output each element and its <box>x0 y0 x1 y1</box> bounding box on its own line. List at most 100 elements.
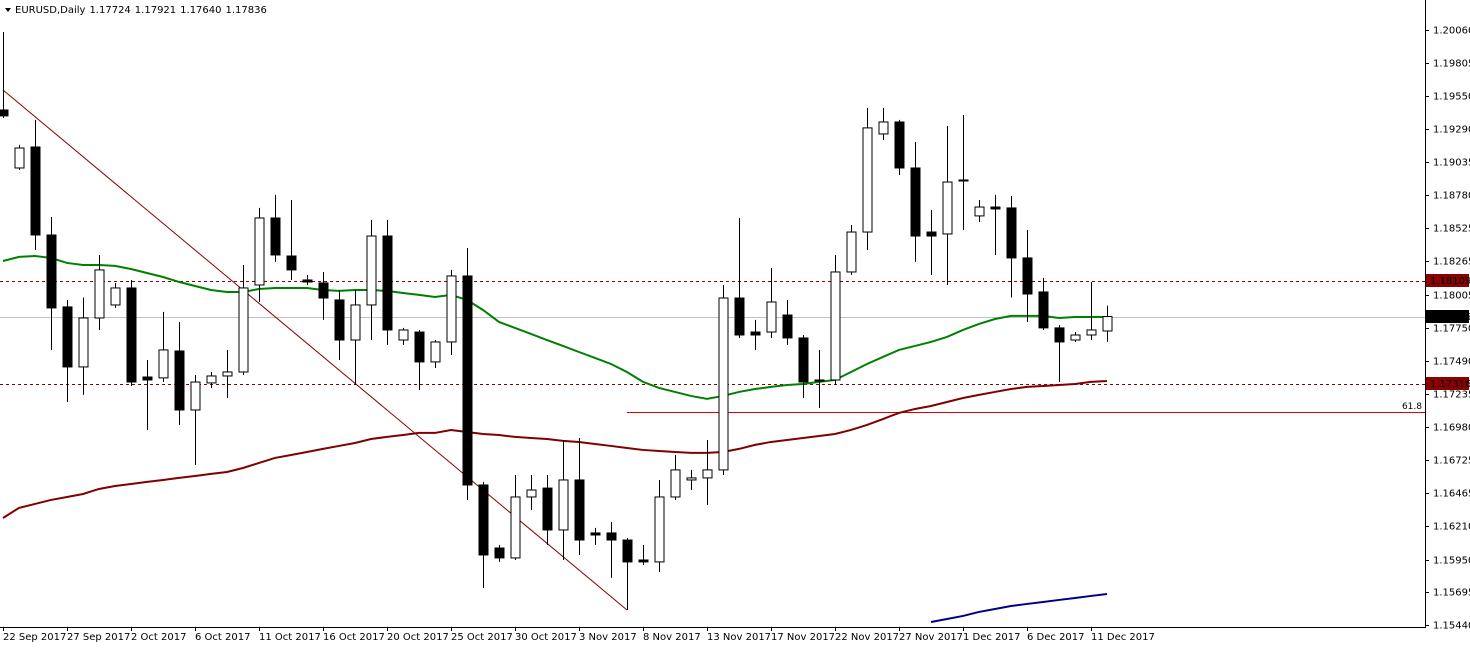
candle-body <box>718 297 729 471</box>
candle-body <box>414 331 425 363</box>
candle-body <box>830 271 841 381</box>
candle-body <box>494 547 505 559</box>
x-tick-label: 6 Dec 2017 <box>1027 632 1085 643</box>
candle-body <box>798 337 809 383</box>
y-tick-label: 1.18265 <box>1433 257 1470 268</box>
y-tick-label: 1.16725 <box>1433 456 1470 467</box>
y-tick-label: 1.16980 <box>1433 423 1470 434</box>
candle-body <box>782 314 793 339</box>
menu-arrow <box>5 8 11 12</box>
header-text: 1.17836 <box>226 5 267 16</box>
candle-body <box>606 532 617 541</box>
x-tick-label: 27 Nov 2017 <box>899 632 963 643</box>
price-badge <box>1426 310 1469 323</box>
candle-body <box>750 331 761 336</box>
candle-body <box>942 181 953 235</box>
y-tick-label: 1.18525 <box>1433 224 1470 235</box>
header-text: EURUSD,Daily <box>15 5 86 16</box>
candle-body <box>574 479 585 541</box>
fibo-label: 61.8 <box>1402 402 1422 412</box>
price-label: 1.17836 <box>1430 312 1470 323</box>
x-tick-label: 3 Nov 2017 <box>579 632 637 643</box>
header-text: 1.17724 <box>89 5 130 16</box>
candle-body <box>366 235 377 306</box>
candle-body <box>62 306 73 368</box>
candle-body <box>270 217 281 256</box>
candle-body <box>462 275 473 486</box>
y-tick-label: 1.18780 <box>1433 191 1470 202</box>
moving-average <box>930 593 1108 623</box>
candle-body <box>478 484 489 556</box>
candle-body <box>878 121 889 135</box>
moving-average <box>2 254 1107 400</box>
candle-body <box>206 375 217 384</box>
candle-body <box>702 469 713 479</box>
candle-body <box>174 350 185 411</box>
level-badge <box>1426 377 1469 390</box>
candle-body <box>46 234 57 309</box>
level-label: 1.17316 <box>1430 379 1470 390</box>
candle-body <box>254 217 265 286</box>
level-badge <box>1426 274 1469 287</box>
y-tick-label: 1.17235 <box>1433 390 1470 401</box>
x-tick-label: 1 Dec 2017 <box>963 632 1021 643</box>
candle-body <box>446 275 457 343</box>
candle-body <box>30 146 41 236</box>
candle-body <box>670 469 681 498</box>
moving-average <box>2 379 1108 519</box>
candle-body <box>430 341 441 363</box>
candle-body <box>894 121 905 169</box>
candle-body <box>622 539 633 563</box>
candle-body <box>958 179 969 182</box>
y-tick-label: 1.17490 <box>1433 357 1470 368</box>
y-tick-label: 1.18005 <box>1433 291 1470 302</box>
y-tick-label: 1.15950 <box>1433 556 1470 567</box>
plot-area <box>0 32 1425 623</box>
candle-body <box>558 479 569 531</box>
header-text: 1.17640 <box>180 5 221 16</box>
candle-body <box>1102 316 1113 332</box>
candle-body <box>1086 329 1097 336</box>
trendline <box>2 89 628 611</box>
candle-body <box>766 301 777 333</box>
candle-body <box>510 496 521 559</box>
candle-body <box>654 496 665 563</box>
candle-body <box>334 299 345 341</box>
x-tick-label: 6 Oct 2017 <box>195 632 250 643</box>
y-tick-label: 1.19550 <box>1433 92 1470 103</box>
y-tick-label: 1.15440 <box>1433 621 1470 632</box>
candle-body <box>398 329 409 341</box>
candle-body <box>14 147 25 169</box>
candle-body <box>638 559 649 563</box>
candle-body <box>974 206 985 217</box>
candle-body <box>814 379 825 382</box>
y-tick-label: 1.20060 <box>1433 26 1470 37</box>
x-tick-label: 22 Sep 2017 <box>3 632 66 643</box>
x-tick-label: 16 Oct 2017 <box>323 632 385 643</box>
y-tick-label: 1.15695 <box>1433 588 1470 599</box>
x-tick-label: 22 Nov 2017 <box>835 632 899 643</box>
candle-body <box>0 109 9 117</box>
y-tick-label: 1.16465 <box>1433 489 1470 500</box>
candle-body <box>1070 334 1081 341</box>
candle-body <box>990 206 1001 210</box>
x-tick-label: 11 Oct 2017 <box>259 632 321 643</box>
candle-body <box>142 376 153 381</box>
candle-body <box>846 231 857 273</box>
x-tick-label: 30 Oct 2017 <box>515 632 577 643</box>
candle-body <box>158 349 169 379</box>
x-tick-label: 27 Sep 2017 <box>67 632 130 643</box>
candle-body <box>238 287 249 373</box>
candle-body <box>1054 327 1065 343</box>
candle-body <box>526 489 537 498</box>
x-tick-label: 13 Nov 2017 <box>707 632 771 643</box>
candle-body <box>94 269 105 319</box>
candle-body <box>862 127 873 233</box>
candle-body <box>1022 257 1033 295</box>
candle-body <box>78 317 89 368</box>
candle-body <box>190 381 201 411</box>
level-label: 1.18109 <box>1430 276 1470 287</box>
x-tick-label: 25 Oct 2017 <box>451 632 513 643</box>
candle-body <box>350 304 361 341</box>
